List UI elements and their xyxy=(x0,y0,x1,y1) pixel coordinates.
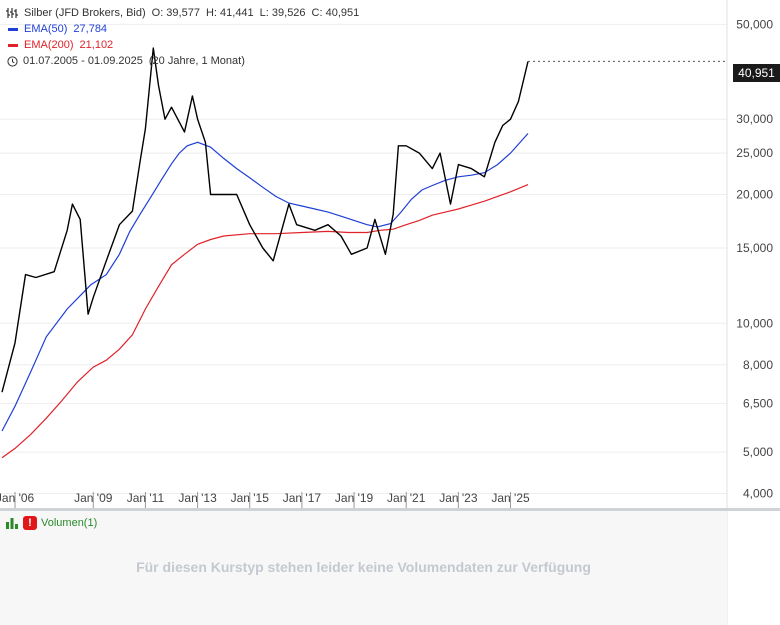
legend-open: O: 39,577 xyxy=(151,7,200,19)
y-tick-label: 25,000 xyxy=(736,146,773,160)
ema50-line xyxy=(1,133,529,432)
legend-ema200-value: 21,102 xyxy=(79,39,114,51)
volume-unavailable-message: Für diesen Kurstyp stehen leider keine V… xyxy=(136,559,591,575)
legend-range-note: (20 Jahre, 1 Monat) xyxy=(148,55,245,67)
legend-ema50-value: 27,784 xyxy=(73,23,108,35)
chart-legend: Silber (JFD Brokers, Bid) O: 39,577 H: 4… xyxy=(6,5,359,69)
legend-ema200-label: EMA(200) xyxy=(24,39,74,51)
y-tick-label: 20,000 xyxy=(736,188,773,202)
legend-range-row: 01.07.2005 - 01.09.2025 (20 Jahre, 1 Mon… xyxy=(6,53,359,69)
x-tick-label: Jan '21 xyxy=(387,491,426,505)
y-tick-label: 4,000 xyxy=(743,487,773,501)
volume-bars-icon xyxy=(6,517,18,529)
pane-separator[interactable] xyxy=(0,508,780,511)
y-tick-label: 6,500 xyxy=(743,396,773,410)
x-tick-label: Jan '15 xyxy=(231,491,270,505)
y-tick-label: 8,000 xyxy=(743,358,773,372)
series-layer xyxy=(1,47,727,459)
x-tick-label: Jan '06 xyxy=(0,491,35,505)
legend-ema50-label: EMA(50) xyxy=(24,23,68,35)
x-tick-label: Jan '17 xyxy=(283,491,322,505)
ema200-line xyxy=(1,184,529,459)
legend-low: L: 39,526 xyxy=(259,7,306,19)
chart-plot-area[interactable] xyxy=(0,0,727,508)
legend-ema50-row[interactable]: EMA(50) 27,784 xyxy=(6,21,359,37)
legend-date-range: 01.07.2005 - 01.09.2025 xyxy=(23,55,143,67)
legend-instrument: Silber (JFD Brokers, Bid) xyxy=(24,7,146,19)
grid-lines xyxy=(0,23,727,508)
x-tick-label: Jan '19 xyxy=(335,491,374,505)
legend-close: C: 40,951 xyxy=(311,7,360,19)
y-tick-label: 10,000 xyxy=(736,316,773,330)
y-tick-label: 30,000 xyxy=(736,112,773,126)
y-tick-label: 50,000 xyxy=(736,17,773,31)
volume-label: Volumen(1) xyxy=(41,517,98,529)
y-tick-label: 5,000 xyxy=(743,445,773,459)
x-tick-label: Jan '13 xyxy=(178,491,217,505)
warning-icon[interactable]: ! xyxy=(23,516,37,530)
ohlc-icon xyxy=(6,8,18,18)
legend-instrument-row: Silber (JFD Brokers, Bid) O: 39,577 H: 4… xyxy=(6,5,359,21)
x-tick-label: Jan '09 xyxy=(74,491,113,505)
x-tick-label: Jan '25 xyxy=(491,491,530,505)
legend-ema200-row[interactable]: EMA(200) 21,102 xyxy=(6,37,359,53)
last-price-tag: 40,951 xyxy=(733,64,780,82)
price-line xyxy=(1,47,529,393)
volume-header[interactable]: ! Volumen(1) xyxy=(6,516,97,530)
x-tick-label: Jan '11 xyxy=(127,491,165,505)
clock-icon xyxy=(7,55,18,67)
x-tick-label: Jan '23 xyxy=(439,491,478,505)
y-tick-label: 15,000 xyxy=(736,241,773,255)
ema200-swatch xyxy=(8,43,18,47)
volume-pane xyxy=(0,511,727,625)
ema50-swatch xyxy=(8,27,18,31)
tick-labels: 4,000 5,000 6,500 8,000 10,000 15,000 20,000 25… xyxy=(0,17,773,505)
legend-high: H: 41,441 xyxy=(205,7,254,19)
